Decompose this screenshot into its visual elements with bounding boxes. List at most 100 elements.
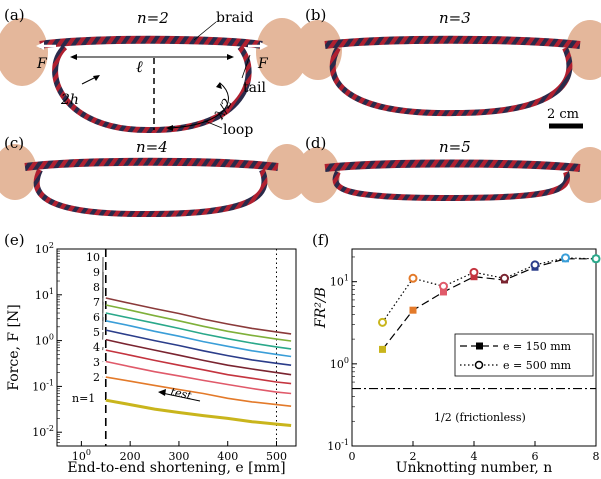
panel-f: (f) 0 2 4 6 8 10-1 100 101 1/2 (frictionless) e =…	[312, 231, 601, 476]
series-line-n5	[105, 338, 292, 376]
panel-c-label: (c)	[4, 134, 24, 152]
square-marker	[440, 288, 447, 296]
panel-b: (b) n=3 2 cm	[294, 6, 601, 129]
series-label-n8: 8	[93, 281, 100, 294]
y-tick-label: 10-1	[32, 378, 54, 393]
series-label-n6: 6	[93, 311, 100, 324]
series-line	[382, 257, 597, 323]
panel-f-label: (f)	[312, 231, 329, 249]
panel-c: (c) n=4	[0, 134, 309, 218]
series-label-n3: 3	[93, 356, 100, 369]
x-tick-label: 0	[349, 450, 356, 463]
test-arrow-line	[161, 392, 201, 402]
y-tick-label: 10-1	[327, 438, 349, 453]
x-tick-label: 6	[532, 450, 539, 463]
panel-d-n-label: n=5	[439, 138, 471, 156]
panel-b-n-label: n=3	[439, 9, 471, 27]
square-marker	[409, 306, 417, 314]
x-tick-label: 400	[217, 450, 238, 463]
loop-rope	[33, 168, 268, 218]
panel-d: (d) n=5	[296, 134, 601, 203]
x-tick-label: 100	[72, 448, 91, 463]
x-tick-label: 4	[471, 450, 478, 463]
x-axis-title: Unknotting number, n	[396, 460, 553, 476]
series-line-n3	[105, 360, 292, 395]
circle-marker	[500, 273, 509, 283]
x-tick-label: 8	[593, 450, 600, 463]
loop-rope	[332, 170, 570, 202]
panel-a-n-label: n=2	[137, 9, 169, 27]
panel-e-label: (e)	[4, 231, 25, 249]
y-tick-label: 102	[35, 241, 54, 256]
circle-marker	[530, 260, 540, 270]
force-left-label: F	[36, 56, 48, 72]
circle-marker	[378, 317, 387, 327]
series-line-n10	[105, 297, 292, 335]
n1-label: n=1	[72, 392, 95, 405]
panel-d-label: (d)	[305, 134, 326, 152]
y-axis-title: Force, F [N]	[6, 304, 22, 390]
test-arrow-head	[158, 389, 166, 396]
two-h-label: 2h	[60, 92, 79, 108]
series-line-n4	[105, 349, 292, 385]
series-line-n8	[105, 312, 292, 350]
series-label-n4: 4	[93, 341, 100, 354]
y-tick-label: 10-2	[32, 424, 54, 439]
braid-rope	[39, 35, 263, 49]
series-line-n6	[105, 329, 292, 366]
legend-label: e = 500 mm	[503, 359, 572, 372]
legend-marker	[476, 342, 483, 350]
y-axis-title: FR²/B	[313, 287, 329, 329]
x-tick-label: 2	[410, 450, 417, 463]
series-label-n5: 5	[93, 326, 100, 339]
series-line-n2	[105, 376, 292, 407]
circle-marker	[439, 281, 448, 291]
chart-e: 100 200 300 400 500 10-2 10-1 100 101 102 2 3 4 5 6 7 8 9…	[6, 241, 297, 476]
ell-label: ℓ	[136, 57, 143, 76]
legend-label: e = 150 mm	[503, 340, 572, 353]
circle-marker	[469, 267, 479, 277]
force-right-label: F	[257, 56, 269, 72]
y-tick-label: 100	[35, 333, 54, 348]
frictionless-label: 1/2 (frictionless)	[434, 411, 526, 424]
x-tick-label: 500	[266, 450, 287, 463]
series-line-n1	[105, 398, 292, 427]
circle-marker	[591, 254, 601, 264]
braid-label: braid	[216, 10, 253, 26]
series-line	[382, 258, 596, 350]
x-axis-title: End-to-end shortening, e [mm]	[67, 460, 285, 476]
braid-rope	[324, 159, 581, 172]
legend: e = 150 mm e = 500 mm	[454, 333, 594, 377]
loop-rope	[52, 44, 252, 134]
x-tick-label: 300	[168, 450, 189, 463]
x-tick-label: 200	[120, 450, 141, 463]
series-label-n10: 10	[86, 251, 100, 264]
series-line-n9	[105, 304, 292, 342]
test-label: test	[169, 385, 193, 402]
chart-f: 0 2 4 6 8 10-1 100 101 1/2 (frictionless) e = 150…	[313, 248, 601, 476]
square-marker	[379, 345, 386, 353]
panel-a-label: (a)	[4, 6, 25, 24]
right-hand	[256, 18, 308, 86]
legend-marker	[474, 360, 484, 370]
series-label-n9: 9	[93, 266, 100, 279]
loop-rope	[329, 46, 573, 117]
circle-marker	[561, 253, 570, 263]
loop-label: loop	[223, 122, 253, 138]
panel-e: (e) 100 200 300 400 500 10-2 10-1 100 101 102 2 3 4 5…	[4, 231, 297, 476]
scale-label: 2 cm	[547, 107, 579, 122]
y-tick-label: 100	[330, 356, 349, 371]
series-label-n7: 7	[93, 296, 100, 309]
panel-a: (a) n=2 braid tail loop F F ℓ 2h λ/2	[0, 0, 308, 144]
panel-b-label: (b)	[305, 6, 326, 24]
tail-label: tail	[243, 80, 266, 96]
panel-c-n-label: n=4	[136, 138, 168, 156]
y-tick-label: 101	[35, 287, 54, 302]
braid-rope	[24, 157, 279, 171]
y-tick-label: 101	[330, 274, 349, 289]
series-line-n7	[105, 320, 292, 358]
series-label-n2: 2	[93, 371, 100, 384]
circle-marker	[408, 273, 418, 283]
braid-rope	[324, 35, 581, 49]
